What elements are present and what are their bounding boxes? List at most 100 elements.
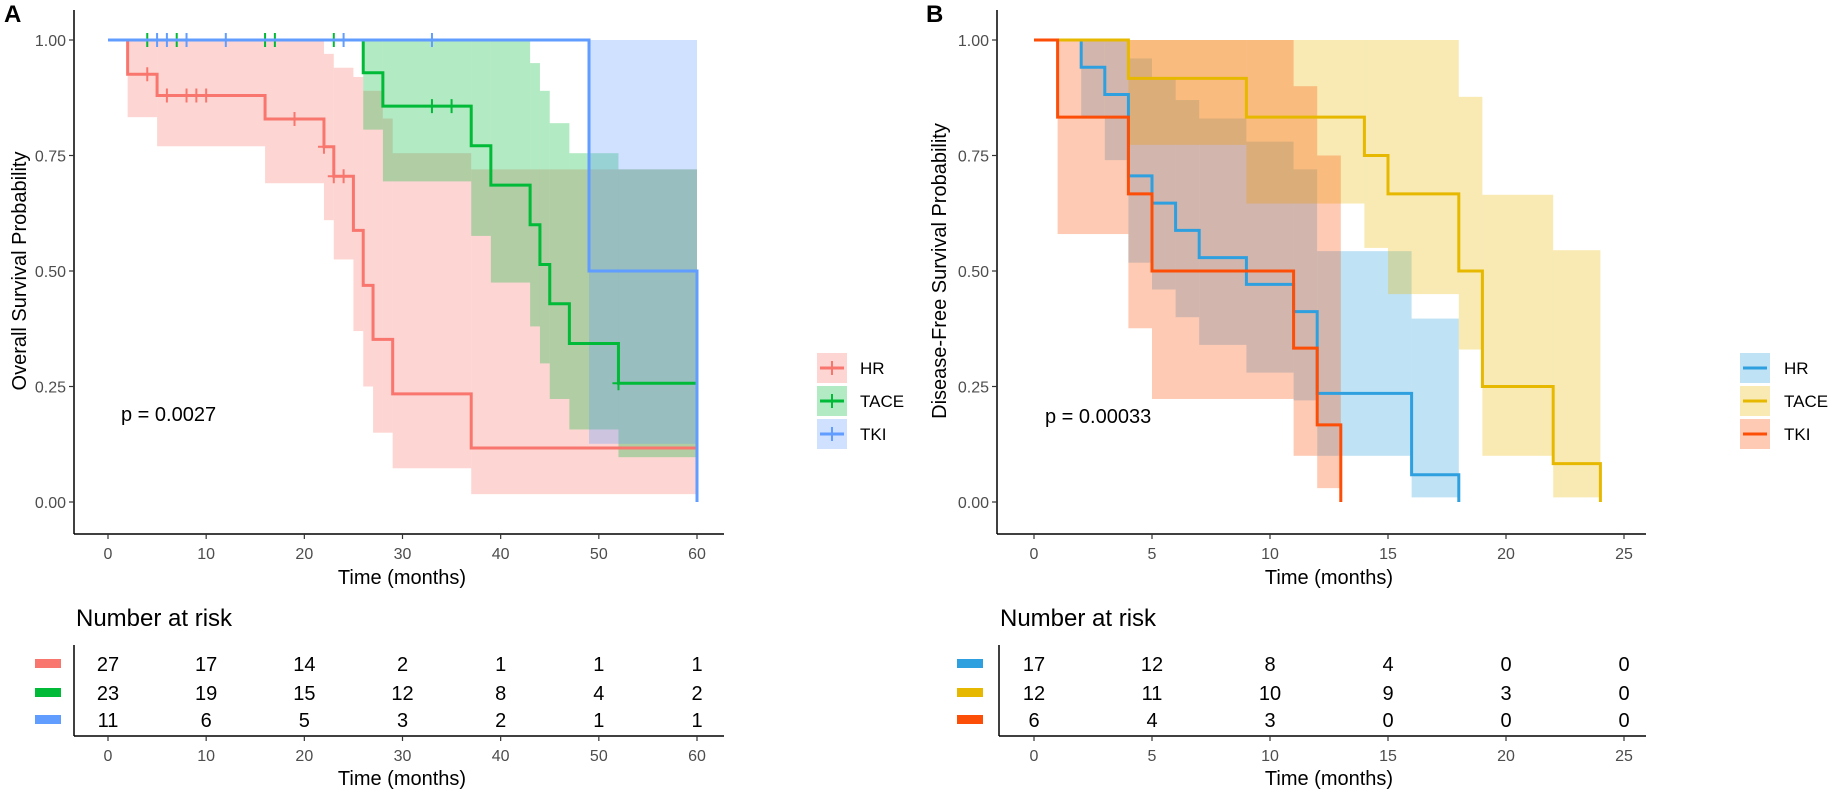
ci-segment xyxy=(1175,100,1200,318)
ci-band-tace xyxy=(1128,40,1601,498)
ci-segment xyxy=(1458,96,1483,350)
risk-table-x-tick-label: 5 xyxy=(1148,748,1157,765)
risk-count-tace: 9 xyxy=(1382,683,1393,705)
ci-segment xyxy=(1482,194,1554,456)
ci-segment xyxy=(265,40,324,184)
risk-table-x-title-b: Time (months) xyxy=(1265,768,1393,790)
x-tick-label: 30 xyxy=(394,546,412,563)
x-tick-label: 5 xyxy=(1148,546,1157,563)
ci-band-tki xyxy=(589,40,697,444)
ci-segment xyxy=(569,153,619,430)
risk-count-tace: 8 xyxy=(495,683,506,705)
plot-a: 0.00 0.25 0.50 0.75 1.00 0 10 20 30 40 50 60 xyxy=(35,10,847,563)
ci-segment xyxy=(549,123,570,399)
risk-count-tki: 6 xyxy=(1028,710,1039,732)
ci-segment xyxy=(1081,40,1105,117)
x-tick-label: 25 xyxy=(1615,546,1633,563)
y-tick-label: 0.75 xyxy=(35,149,66,166)
risk-count-tki: 5 xyxy=(299,710,310,732)
chart-marks: 0.000.250.500.751.000 10 20 30 40 50 600 10 20 30… xyxy=(35,10,1770,765)
y-tick-label: 0.50 xyxy=(958,264,989,281)
ci-segment xyxy=(392,153,472,469)
ci-segment xyxy=(1057,40,1129,235)
x-tick-label: 20 xyxy=(1497,546,1515,563)
panel-label-a: A xyxy=(4,1,21,28)
x-tick-label: 15 xyxy=(1379,546,1397,563)
risk-count-tace: 12 xyxy=(391,683,413,705)
censor-mark-tki xyxy=(180,33,193,47)
ci-segment xyxy=(353,76,364,332)
risk-count-hr: 1 xyxy=(593,654,604,676)
p-value-a: p = 0.0027 xyxy=(121,404,216,426)
x-axis-title-a: Time (months) xyxy=(338,567,466,589)
risk-count-tki: 4 xyxy=(1146,710,1157,732)
risk-count-tace: 19 xyxy=(195,683,217,705)
ci-segment xyxy=(1128,40,1152,329)
censor-mark-tki xyxy=(337,33,350,47)
ci-segment xyxy=(157,40,266,147)
y-tick-label: 0.25 xyxy=(958,380,989,397)
ci-segment xyxy=(1152,40,1294,399)
ci-segment xyxy=(1364,40,1388,248)
risk-count-hr: 8 xyxy=(1264,654,1275,676)
risk-table-x-tick-label: 60 xyxy=(688,748,706,765)
ci-segment xyxy=(382,118,393,433)
risk-table-x-tick-label: 0 xyxy=(104,748,113,765)
risk-table-x-tick-label: 15 xyxy=(1379,748,1397,765)
ci-segment xyxy=(589,40,697,444)
risk-table-x-tick-label: 25 xyxy=(1615,748,1633,765)
ci-segment xyxy=(127,40,158,118)
y-tick-label: 0.50 xyxy=(35,264,66,281)
y-axis-title-a: Overall Survival Probability xyxy=(9,152,31,391)
risk-table-x-tick-label: 20 xyxy=(1497,748,1515,765)
p-value-b: p = 0.00033 xyxy=(1045,406,1151,428)
panel-label-b: B xyxy=(926,1,943,28)
legend-label-hr: HR xyxy=(1784,359,1809,378)
survival-curve-tace xyxy=(1034,38,1602,502)
ci-segment xyxy=(539,90,550,364)
x-axis-title-b: Time (months) xyxy=(1265,567,1393,589)
risk-count-tki: 0 xyxy=(1382,710,1393,732)
risk-table-x-tick-label: 10 xyxy=(197,748,215,765)
ci-segment xyxy=(1317,155,1341,489)
risk-row-key-tace xyxy=(957,688,983,697)
ci-segment xyxy=(1293,169,1318,401)
risk-count-hr: 17 xyxy=(195,654,217,676)
censor-mark-tace xyxy=(425,99,438,114)
y-tick-label: 0.00 xyxy=(35,495,66,512)
risk-table-x-tick-label: 0 xyxy=(1030,748,1039,765)
censor-mark-hr xyxy=(288,112,301,127)
ci-segment xyxy=(1411,318,1459,498)
risk-count-tki: 11 xyxy=(98,710,119,732)
y-tick-label: 0.75 xyxy=(958,149,989,166)
y-tick-label: 0.00 xyxy=(958,495,989,512)
risk-table-x-title-a: Time (months) xyxy=(338,768,466,790)
risk-count-tki: 2 xyxy=(495,710,506,732)
ci-segment xyxy=(618,169,697,458)
risk-row-key-hr xyxy=(35,659,61,668)
censor-mark-hr xyxy=(141,67,154,82)
ci-segment xyxy=(363,40,383,130)
legend-label-tace: TACE xyxy=(860,392,904,411)
legend-a: HR TACE TKI xyxy=(860,359,904,444)
risk-table-x-tick-label: 30 xyxy=(394,748,412,765)
y-axis-title-b: Disease-Free Survival Probability xyxy=(929,123,951,419)
risk-count-tace: 2 xyxy=(691,683,702,705)
ci-segment xyxy=(490,40,531,283)
censor-mark-hr xyxy=(337,169,350,184)
censor-mark-hr xyxy=(160,88,173,103)
censor-mark-tki xyxy=(160,33,173,47)
panel-a: A Overall Survival Probability Time (mon… xyxy=(4,1,904,790)
legend-b: HR TACE TKI xyxy=(1784,359,1828,444)
ci-band-tace xyxy=(363,40,697,458)
ci-segment xyxy=(530,63,540,327)
x-tick-label: 50 xyxy=(590,546,608,563)
risk-count-hr: 0 xyxy=(1618,654,1629,676)
risk-count-hr: 4 xyxy=(1382,654,1393,676)
risk-count-tki: 3 xyxy=(397,710,408,732)
plot-b: 0.00 0.25 0.50 0.75 1.00 0 5 10 15 20 25 xyxy=(958,10,1770,563)
x-tick-label: 0 xyxy=(104,546,113,563)
risk-table-title-a: Number at risk xyxy=(76,605,233,632)
